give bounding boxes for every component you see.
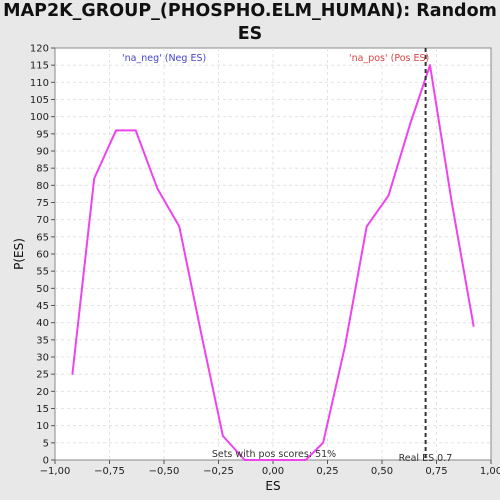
y-tick-label: 55 <box>36 267 49 278</box>
chart-title-line-1: MAP2K_GROUP_(PHOSPHO.ELM_HUMAN): Random … <box>3 1 497 44</box>
x-tick-label: 0,25 <box>316 466 338 477</box>
series-point <box>304 459 307 461</box>
neg-es-label: 'na_neg' (Neg ES) <box>122 53 206 64</box>
y-tick-label: 110 <box>30 78 49 89</box>
y-tick-label: 20 <box>36 387 49 398</box>
pos-es-label: 'na_pos' (Pos ES) <box>349 53 429 64</box>
series-point <box>265 459 268 461</box>
y-axis-label: P(ES) <box>12 238 26 270</box>
y-tick-label: 10 <box>36 421 49 432</box>
x-tick-label: 0,50 <box>371 466 393 477</box>
series-point <box>409 122 412 125</box>
y-tick-label: 5 <box>43 438 49 449</box>
series-point <box>322 442 324 444</box>
y-tick-label: 60 <box>36 250 49 261</box>
series-point <box>200 332 202 334</box>
series-point <box>134 129 137 132</box>
series-point <box>156 187 159 190</box>
series-layer <box>71 64 475 461</box>
x-tick-label: −0,50 <box>149 466 180 477</box>
series-point <box>429 64 431 66</box>
y-tick-label: 70 <box>36 215 49 226</box>
y-tick-label: 95 <box>36 129 49 140</box>
y-tick-label: 50 <box>36 284 49 295</box>
y-tick-label: 30 <box>36 353 49 364</box>
series-point <box>450 201 453 204</box>
series-point <box>387 194 390 197</box>
y-tick-label: 35 <box>36 335 49 346</box>
series-point <box>365 225 368 228</box>
y-tick-label: 45 <box>36 301 49 312</box>
y-tick-label: 90 <box>36 147 49 158</box>
x-tick-label: −0,75 <box>94 466 125 477</box>
series-point <box>71 373 74 375</box>
axes: 0 5 10 15 20 25 30 35 40 45 50 55 60 65 70 75 80 85 90 95 10… <box>30 44 500 478</box>
y-tick-label: 15 <box>36 404 49 415</box>
y-tick-label: 40 <box>36 318 49 329</box>
series-point <box>344 345 346 348</box>
x-tick-label: 0,75 <box>425 466 447 477</box>
series-point <box>115 129 117 132</box>
y-tick-label: 115 <box>30 61 49 72</box>
x-tick-label: 1,00 <box>480 466 500 477</box>
sets-pos-scores-label: Sets with pos scores: 51% <box>212 449 336 460</box>
series-point <box>178 225 181 228</box>
y-tick-label: 105 <box>30 95 49 106</box>
y-tick-label: 85 <box>36 164 49 175</box>
series-point <box>472 325 475 327</box>
grid-lines <box>55 48 491 460</box>
x-tick-label: −0,25 <box>203 466 234 477</box>
y-tick-label: 80 <box>36 181 49 192</box>
y-tick-label: 120 <box>30 44 49 55</box>
series-point <box>243 459 246 461</box>
y-tick-label: 65 <box>36 232 49 243</box>
x-tick-label: 0,00 <box>262 466 284 477</box>
real-es-label: Real ES 0.7 <box>399 453 453 464</box>
series-line <box>71 64 475 461</box>
series-point <box>287 459 290 461</box>
series-point <box>93 177 96 180</box>
y-tick-label: 100 <box>30 112 49 123</box>
y-tick-label: 25 <box>36 370 49 381</box>
series-point <box>222 435 224 437</box>
y-tick-label: 75 <box>36 198 49 209</box>
x-tick-label: −1,00 <box>40 466 71 477</box>
y-tick-label: 0 <box>43 456 49 467</box>
x-axis-label: ES <box>265 479 280 493</box>
